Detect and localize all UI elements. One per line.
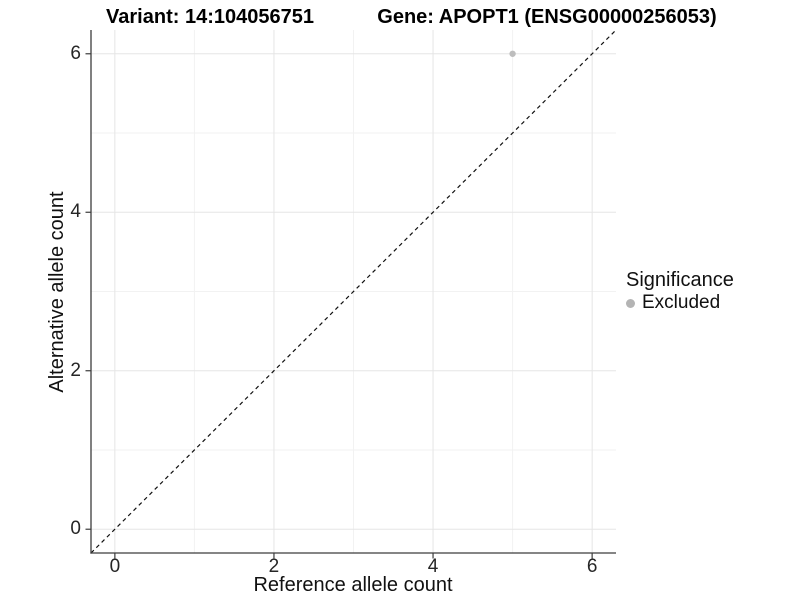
- data-point-excluded: [509, 50, 516, 57]
- legend-title: Significance: [626, 269, 734, 291]
- y-tick-label: 6: [70, 42, 81, 64]
- y-axis-title: Alternative allele count: [46, 191, 68, 393]
- x-tick-label: 4: [427, 556, 439, 577]
- x-tick-label: 6: [586, 556, 598, 577]
- plot-title-variant: Variant: 14:104056751: [106, 6, 314, 28]
- y-tick-label: 4: [70, 201, 81, 223]
- y-tick-label: 2: [70, 359, 81, 381]
- plot-title-gene: Gene: APOPT1 (ENSG00000256053): [377, 6, 717, 28]
- y-tick-label: 0: [70, 518, 81, 540]
- legend-entry-label: Excluded: [642, 292, 721, 313]
- identity-line: [90, 29, 617, 554]
- legend: Significance Excluded: [626, 269, 734, 314]
- excluded-point-swatch-icon: [626, 298, 635, 308]
- x-tick-label: 0: [109, 556, 121, 577]
- x-tick-label: 2: [268, 556, 280, 577]
- legend-entry-excluded: Excluded: [626, 292, 734, 314]
- x-axis-title: Reference allele count: [253, 574, 453, 596]
